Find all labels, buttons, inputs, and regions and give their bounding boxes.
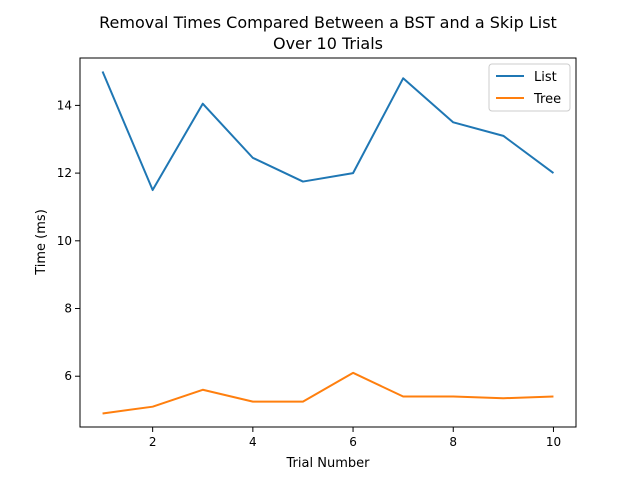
legend-label-tree: Tree [533,92,561,107]
x-axis-label: Trial Number [286,456,371,471]
y-tick-label: 12 [57,166,72,180]
x-tick-label: 10 [546,435,561,449]
series-lines [101,71,555,415]
series-line-list [101,71,555,192]
series-line-tree [102,371,554,415]
x-axis-ticks: 2 4 6 8 10 [149,427,561,449]
plot-area-frame [79,57,577,428]
chart-title: Removal Times Compared Between a BST and… [99,13,557,32]
legend-label-list: List [534,70,557,85]
y-tick-label: 10 [57,234,72,248]
chart-subtitle: Over 10 Trials [273,34,383,53]
y-tick-label: 6 [64,369,72,383]
y-tick-label: 8 [64,302,72,316]
x-tick-label: 2 [149,435,157,449]
x-tick-label: 6 [349,435,357,449]
chart-legend: List Tree [488,63,571,112]
y-axis-ticks: 6 8 10 12 14 [57,98,80,383]
y-axis-label: Time (ms) [34,209,49,276]
y-tick-label: 14 [57,98,72,112]
x-tick-label: 8 [449,435,457,449]
x-tick-label: 4 [249,435,257,449]
